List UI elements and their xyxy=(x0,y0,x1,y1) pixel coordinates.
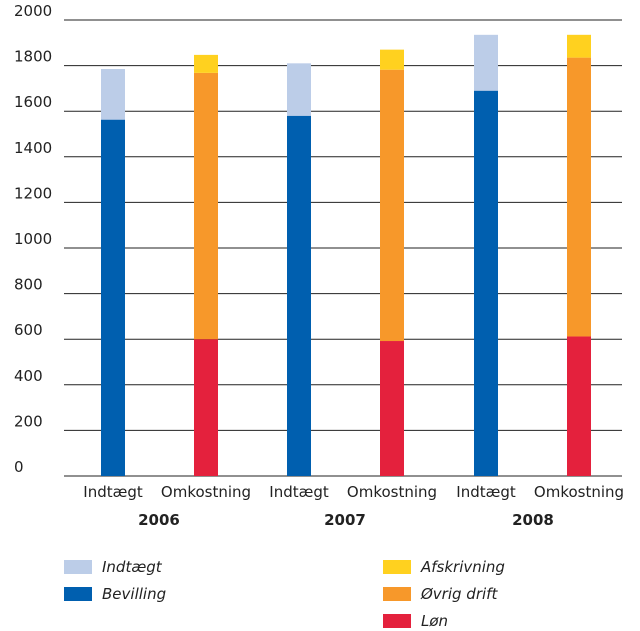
y-tick-label: 200 xyxy=(14,412,43,430)
legend-label: Øvrig drift xyxy=(420,585,498,603)
y-tick-label: 1200 xyxy=(14,184,52,202)
legend-swatch xyxy=(64,560,92,574)
x-category-label: Omkostning xyxy=(347,483,437,501)
legend-label: Indtægt xyxy=(102,558,163,576)
y-tick-label: 1800 xyxy=(14,48,52,66)
legend-label: Bevilling xyxy=(102,585,166,603)
bar-segment xyxy=(567,57,591,337)
bar-segment xyxy=(567,34,591,58)
x-category-label: Indtægt xyxy=(269,483,329,501)
x-group-label: 2007 xyxy=(324,511,366,529)
bar-segment xyxy=(287,115,311,476)
bar-segment xyxy=(380,341,404,476)
x-axis: Indtægt Omkostning Indtægt Omkostning Indtæg… xyxy=(83,483,624,529)
legend-label: Afskrivning xyxy=(420,558,505,576)
legend-label: Løn xyxy=(421,612,448,630)
x-group-label: 2008 xyxy=(512,511,554,529)
bar-segment xyxy=(194,339,218,476)
y-axis: 0 200 400 600 800 1000 1200 1400 1600 1800 2000 xyxy=(14,2,52,476)
bar-segment xyxy=(380,49,404,70)
legend-swatch xyxy=(383,614,411,628)
y-tick-label: 1600 xyxy=(14,93,52,111)
bar-segment xyxy=(194,54,218,73)
bar-segment xyxy=(474,34,498,91)
x-group-label: 2006 xyxy=(138,511,180,529)
gridlines xyxy=(64,19,622,477)
bars xyxy=(101,34,591,477)
bar-segment xyxy=(101,119,125,477)
y-tick-label: 0 xyxy=(14,458,24,476)
bar-segment xyxy=(194,72,218,340)
y-tick-label: 400 xyxy=(14,367,43,385)
bar-segment xyxy=(474,90,498,477)
legend-swatch xyxy=(64,587,92,601)
y-tick-label: 1000 xyxy=(14,230,52,248)
legend-swatch xyxy=(383,560,411,574)
x-category-label: Omkostning xyxy=(534,483,624,501)
bar-segment xyxy=(567,336,591,476)
legend: Indtægt Bevilling Afskrivning Øvrig drift Lø… xyxy=(64,558,505,630)
bar-segment xyxy=(101,69,125,120)
y-tick-label: 600 xyxy=(14,321,43,339)
y-tick-label: 1400 xyxy=(14,139,52,157)
bar-segment xyxy=(380,69,404,342)
y-tick-label: 800 xyxy=(14,276,43,294)
x-category-label: Indtægt xyxy=(83,483,143,501)
y-tick-label: 2000 xyxy=(14,2,52,20)
bar-segment xyxy=(287,63,311,116)
legend-swatch xyxy=(383,587,411,601)
x-category-label: Omkostning xyxy=(161,483,251,501)
x-category-label: Indtægt xyxy=(456,483,516,501)
